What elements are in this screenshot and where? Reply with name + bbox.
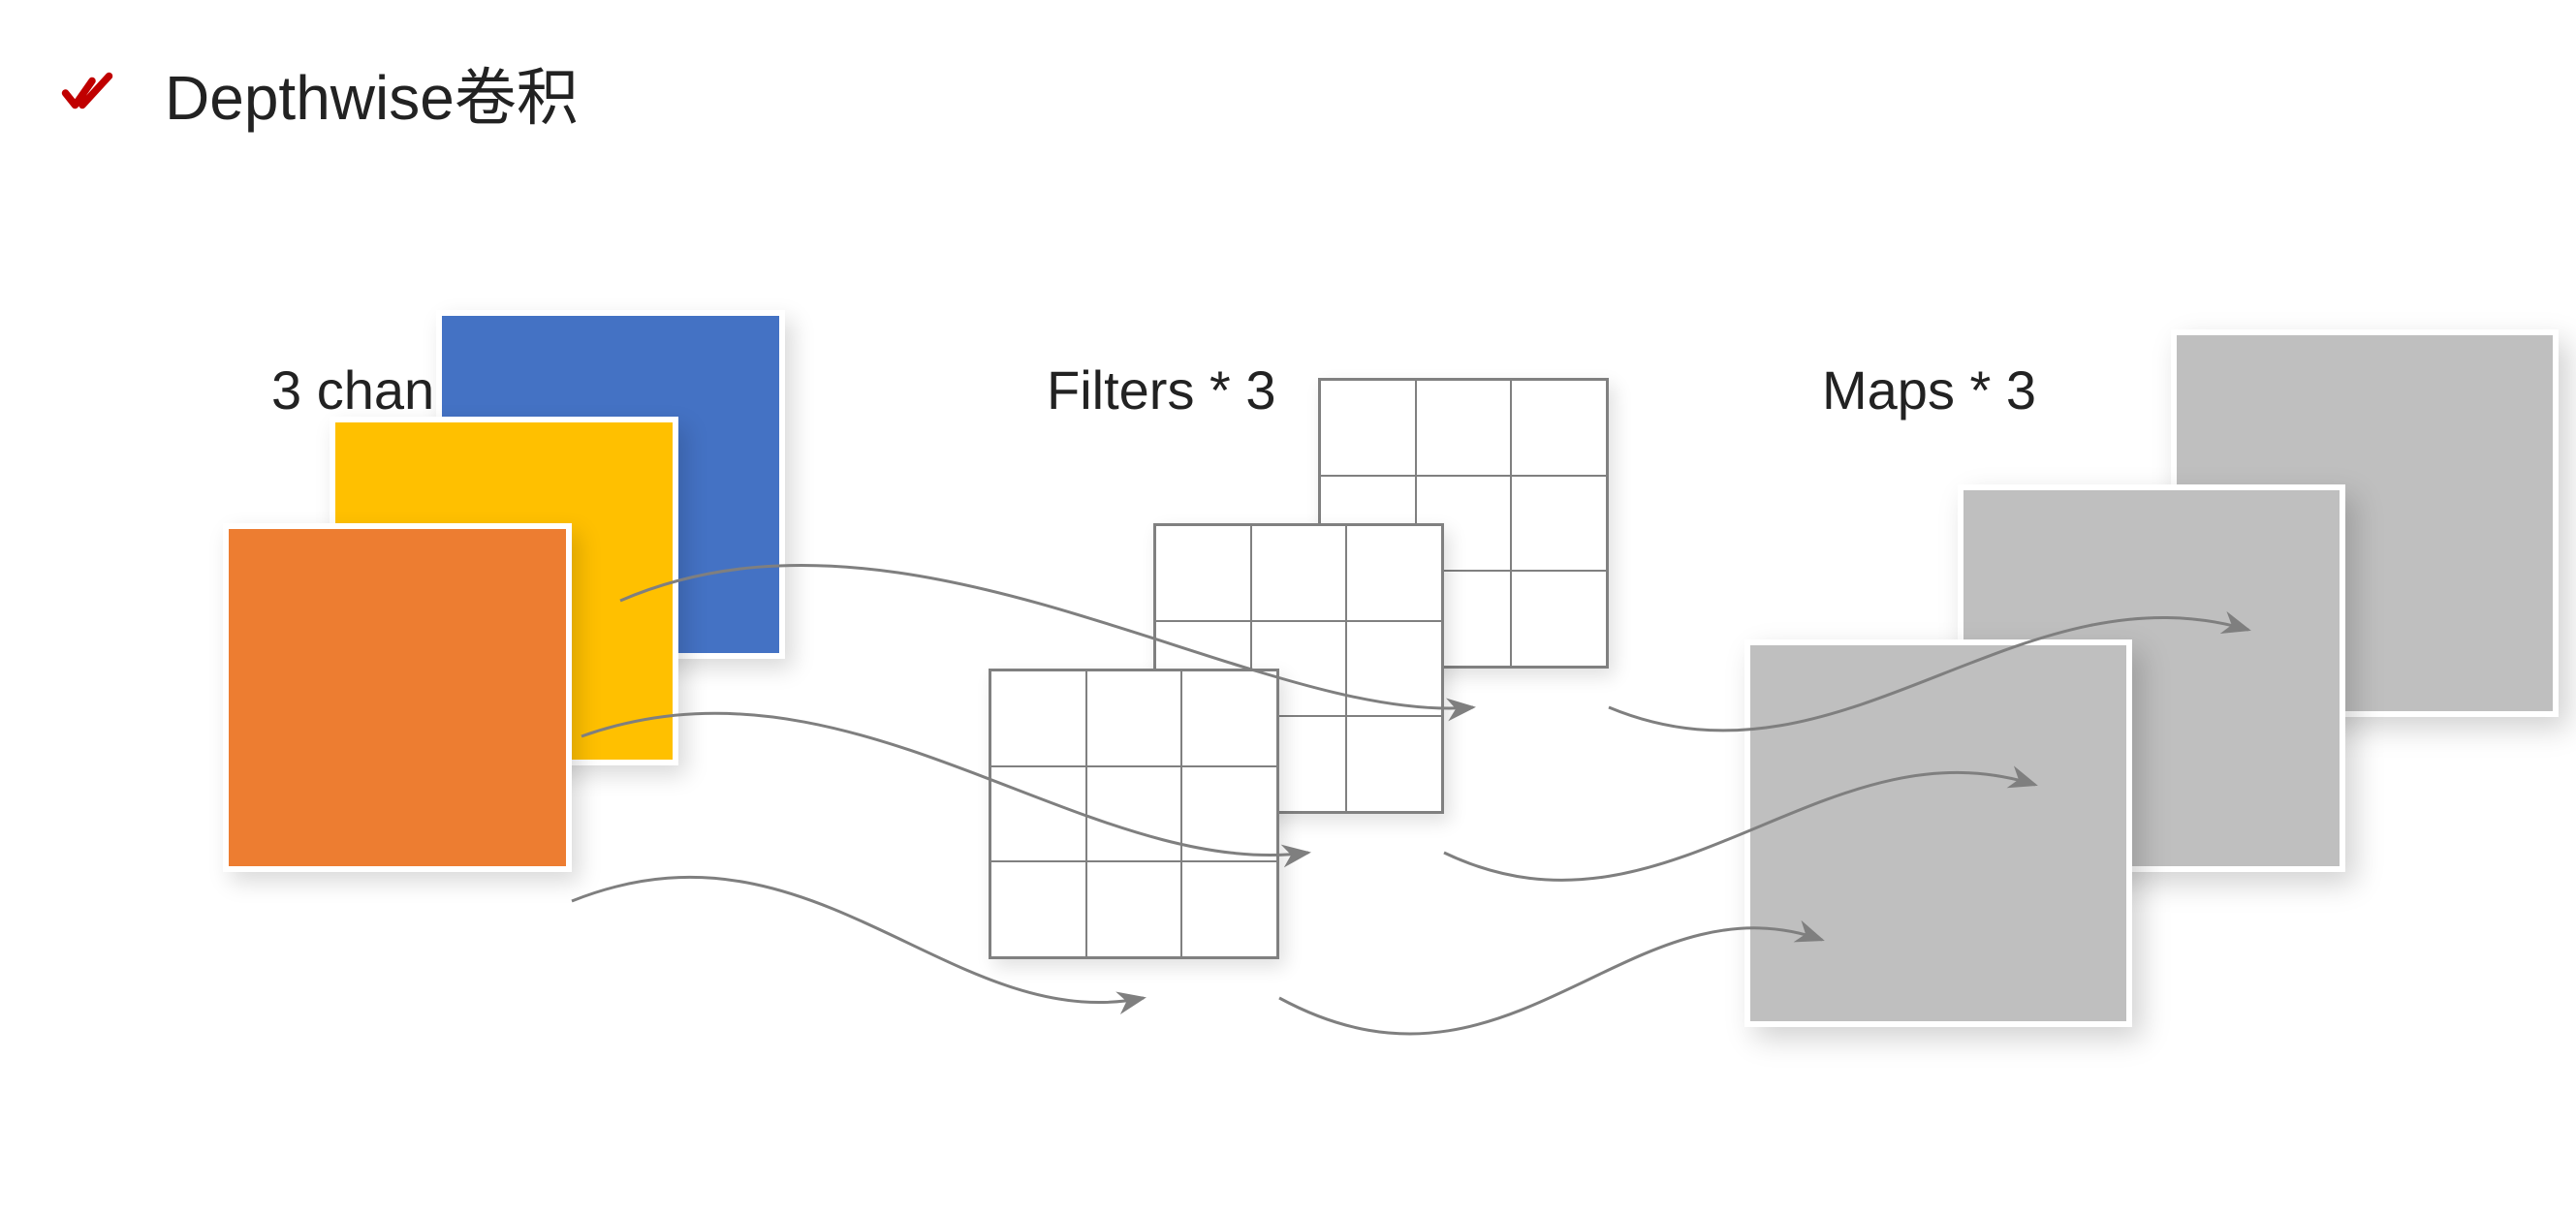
filter-cell — [1181, 766, 1277, 862]
filter-cell — [1320, 380, 1416, 476]
input-panel-0 — [223, 523, 572, 872]
filter-cell — [1181, 861, 1277, 957]
filter-cell — [1346, 716, 1442, 812]
filter-cell — [990, 670, 1086, 766]
filter-cell — [1416, 380, 1512, 476]
filter-cell — [1511, 380, 1607, 476]
filter-cell — [1511, 571, 1607, 667]
filter-cell — [1511, 476, 1607, 572]
filter-cell — [1155, 525, 1251, 621]
filter-grid-0 — [989, 669, 1279, 959]
filter-cell — [990, 766, 1086, 862]
filter-cell — [1086, 766, 1182, 862]
filter-cell — [1086, 670, 1182, 766]
filter-cell — [1346, 621, 1442, 717]
filter-cell — [1086, 861, 1182, 957]
filter-cell — [990, 861, 1086, 957]
filter-cell — [1181, 670, 1277, 766]
filter-cell — [1346, 525, 1442, 621]
filter-cell — [1251, 525, 1347, 621]
diagram-stage — [0, 0, 2576, 1215]
map-panel-0 — [1744, 639, 2132, 1027]
